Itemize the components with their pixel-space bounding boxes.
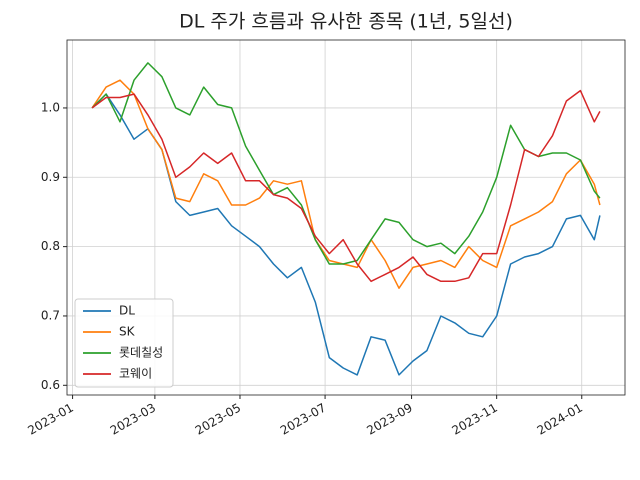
series-line bbox=[91, 89, 601, 283]
legend-box bbox=[74, 298, 174, 388]
series-line bbox=[91, 62, 601, 265]
y-tick-label: 0.6 bbox=[41, 378, 60, 392]
legend-label: SK bbox=[119, 325, 136, 339]
y-tick-label: 0.8 bbox=[41, 239, 60, 253]
legend-label: DL bbox=[119, 304, 135, 318]
series-line bbox=[91, 79, 601, 289]
y-tick-label: 0.9 bbox=[41, 170, 60, 184]
y-tick-label: 1.0 bbox=[41, 100, 60, 114]
chart-title: DL 주가 흐름과 유사한 종목 (1년, 5일선) bbox=[179, 11, 513, 33]
legend-label: 코웨이 bbox=[119, 367, 152, 381]
series-line bbox=[91, 93, 601, 376]
y-tick-label: 0.7 bbox=[41, 308, 60, 322]
plot-frame bbox=[66, 39, 626, 396]
legend-label: 롯데칠성 bbox=[119, 346, 163, 360]
